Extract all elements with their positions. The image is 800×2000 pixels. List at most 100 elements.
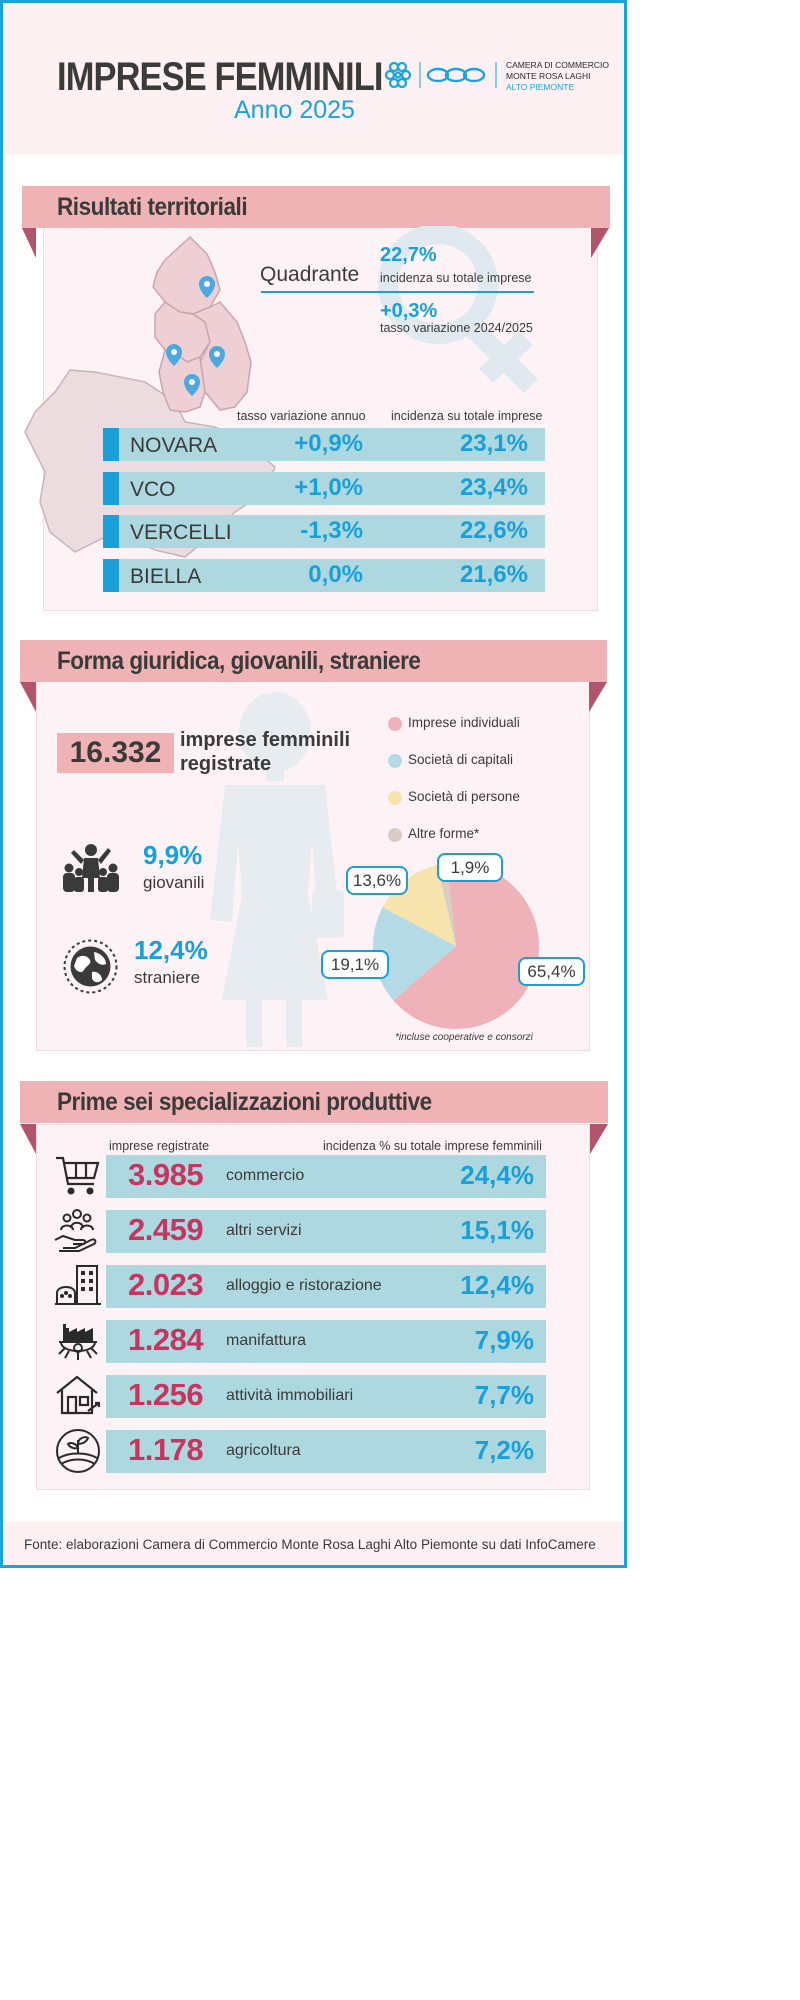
header xyxy=(3,3,624,155)
banner-fold-right xyxy=(589,682,607,712)
specialization-count: 3.985 xyxy=(128,1157,204,1192)
piedmont-map xyxy=(24,235,276,558)
specialization-pct: 24,4% xyxy=(460,1160,534,1190)
quadrante-divider xyxy=(261,291,534,293)
female-symbol-icon xyxy=(378,226,539,394)
section-banner-specializations xyxy=(20,1081,608,1123)
legend-swatch xyxy=(388,828,402,842)
specialization-count: 2.023 xyxy=(128,1267,204,1302)
specialization-label: altri servizi xyxy=(226,1222,302,1239)
quadrant-incidence-value: 22,7% xyxy=(380,244,437,266)
region-row-marker xyxy=(103,559,119,592)
pie-label-societa-persone: 13,6% xyxy=(346,866,408,895)
specialization-row: 2.459 altri servizi 15,1% xyxy=(106,1210,546,1253)
house-icon xyxy=(56,1375,101,1415)
specialization-row: 1.284 manifattura 7,9% xyxy=(106,1320,546,1363)
youth-label: giovanili xyxy=(143,873,205,892)
region-row-marker xyxy=(103,472,119,505)
section-title-territorial: Risultati territoriali xyxy=(57,193,248,221)
legend-label: Società di persone xyxy=(408,789,520,804)
factory-gear-icon xyxy=(58,1324,98,1360)
logo-line-3: ALTO PIEMONTE xyxy=(506,82,575,92)
specialization-pct: 7,2% xyxy=(474,1435,534,1465)
legend-swatch xyxy=(388,717,402,731)
region-variation: +1,0% xyxy=(294,474,363,501)
region-variation: -1,3% xyxy=(300,517,363,544)
region-row: VCO +1,0% 23,4% xyxy=(103,472,545,505)
specialization-row: 1.178 agricoltura 7,2% xyxy=(106,1430,546,1473)
banner-fold-left xyxy=(20,682,36,712)
section-title-specializations: Prime sei specializzazioni produttive xyxy=(57,1088,432,1116)
sprout-field-icon xyxy=(56,1429,100,1473)
column-header-variation: tasso variazione annuo xyxy=(237,409,366,423)
specialization-count: 1.284 xyxy=(128,1322,204,1357)
legend-swatch xyxy=(388,791,402,805)
specialization-row: 2.023 alloggio e ristorazione 12,4% xyxy=(106,1265,546,1308)
page-title: IMPRESE FEMMINILI xyxy=(57,55,383,99)
foreign-value: 12,4% xyxy=(134,935,208,965)
region-name: VCO xyxy=(130,478,176,501)
column-header-incidence: incidenza su totale imprese xyxy=(391,409,543,423)
section-banner-legal-form xyxy=(20,640,607,682)
total-value: 16.332 xyxy=(69,736,162,769)
quadrant-variation-value: +0,3% xyxy=(380,300,438,322)
region-incidence: 23,1% xyxy=(459,430,528,457)
column-header-incidence-pct: incidenza % su totale imprese femminili xyxy=(323,1139,542,1153)
quadrant-incidence-label: incidenza su totale imprese xyxy=(380,271,532,285)
legend-swatch xyxy=(388,754,402,768)
specialization-label: agricoltura xyxy=(226,1442,301,1459)
banner-fold-right xyxy=(590,1124,608,1154)
woman-silhouette-icon xyxy=(210,692,344,1047)
legend-label: Altre forme* xyxy=(408,826,480,841)
specialization-count: 1.256 xyxy=(128,1377,204,1412)
legal-form-footnote: *incluse cooperative e consorzi xyxy=(395,1032,533,1043)
region-incidence: 22,6% xyxy=(459,517,528,544)
youth-value: 9,9% xyxy=(143,840,203,870)
region-variation: +0,9% xyxy=(294,430,363,457)
specialization-pct: 12,4% xyxy=(460,1270,534,1300)
column-header-registered: imprese registrate xyxy=(109,1139,210,1153)
section-title-legal-form: Forma giuridica, giovanili, straniere xyxy=(57,647,421,675)
specialization-pct: 7,9% xyxy=(474,1325,534,1355)
region-variation: 0,0% xyxy=(308,561,363,588)
region-name: VERCELLI xyxy=(130,521,232,544)
hotel-icon xyxy=(55,1265,101,1305)
region-row: NOVARA +0,9% 23,1% xyxy=(103,428,545,461)
banner-fold-left xyxy=(22,228,36,258)
logo-line-2: MONTE ROSA LAGHI xyxy=(506,71,591,81)
shopping-cart-icon xyxy=(56,1156,100,1195)
pie-label-societa-capitali: 19,1% xyxy=(321,950,389,979)
pie-slice-altre-forme xyxy=(437,863,456,946)
specialization-pct: 15,1% xyxy=(460,1215,534,1245)
region-row: BIELLA 0,0% 21,6% xyxy=(103,559,545,592)
specialization-label: manifattura xyxy=(226,1332,307,1349)
young-people-icon xyxy=(63,844,119,892)
specialization-count: 2.459 xyxy=(128,1212,204,1247)
region-row-marker xyxy=(103,515,119,548)
foreign-label: straniere xyxy=(134,968,201,987)
specialization-row: 1.256 attività immobiliari 7,7% xyxy=(106,1375,546,1418)
region-name: BIELLA xyxy=(130,565,202,588)
total-label: imprese femminili registrate xyxy=(180,728,350,776)
region-incidence: 23,4% xyxy=(459,474,528,501)
region-name: NOVARA xyxy=(130,434,218,457)
specialization-label: alloggio e ristorazione xyxy=(226,1277,382,1294)
legend-label: Imprese individuali xyxy=(408,715,520,730)
pie-slice-imprese-individuali xyxy=(393,863,539,1029)
region-row-marker xyxy=(103,428,119,461)
pie-slice-societa-capitali xyxy=(373,907,456,1001)
footer xyxy=(3,1522,624,1565)
logo-line-1: CAMERA DI COMMERCIO xyxy=(506,60,609,70)
total-label-line-2: registrate xyxy=(180,753,272,775)
region-incidence: 21,6% xyxy=(459,561,528,588)
specialization-label: commercio xyxy=(226,1167,305,1184)
footer-source: Fonte: elaborazioni Camera di Commercio … xyxy=(24,1537,596,1552)
chamber-logo-icon xyxy=(384,61,497,89)
page-subtitle: Anno 2025 xyxy=(234,96,355,124)
legal-form-pie-chart xyxy=(373,863,539,1029)
total-label-line-1: imprese femminili xyxy=(180,729,351,751)
total-badge xyxy=(57,733,174,773)
region-row: VERCELLI -1,3% 22,6% xyxy=(103,515,545,548)
section-banner-territorial xyxy=(22,186,610,228)
specialization-label: attività immobiliari xyxy=(226,1387,354,1404)
